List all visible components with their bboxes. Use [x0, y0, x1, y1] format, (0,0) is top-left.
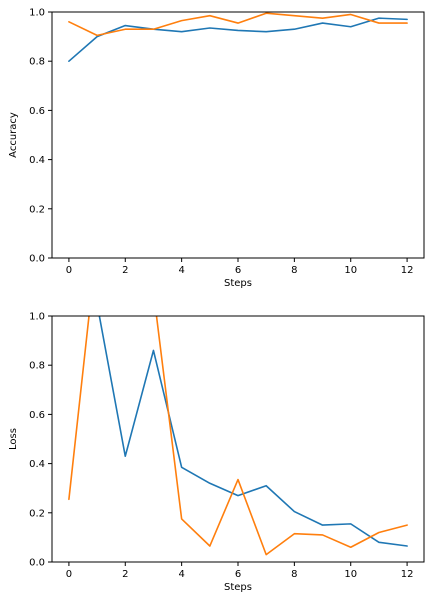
accuracy-y-tick-label: 0.4 [29, 155, 45, 166]
accuracy-x-tick-label: 10 [344, 265, 357, 276]
loss-series-line-2 [68, 316, 408, 556]
accuracy-series-line-2 [68, 12, 408, 37]
loss-series-group [68, 316, 408, 556]
accuracy-x-tick-label: 6 [235, 265, 241, 276]
accuracy-x-axis-label: Steps [224, 278, 252, 289]
loss-axes-frame [51, 315, 425, 563]
accuracy-x-tick-label: 0 [66, 265, 72, 276]
accuracy-series-group [68, 12, 408, 63]
accuracy-y-tick-label: 0.2 [29, 204, 45, 215]
loss-y-tick-label: 0.6 [29, 410, 45, 421]
loss-x-tick-label: 2 [122, 569, 128, 580]
loss-x-tick-label: 10 [344, 569, 357, 580]
loss-y-tick-label: 1.0 [29, 312, 45, 323]
loss-x-tick-label: 0 [66, 569, 72, 580]
loss-x-axis-label: Steps [224, 582, 252, 593]
loss-x-tick-label: 8 [291, 569, 297, 580]
accuracy-chart-panel: 0 2 4 6 8 10 12 0.0 0.2 0.4 0.6 0.8 1.0 Steps Accuracy [8, 8, 425, 289]
accuracy-axes-frame [51, 11, 425, 259]
loss-x-tick-label: 12 [401, 569, 414, 580]
accuracy-x-tick-label: 4 [178, 265, 184, 276]
loss-y-tick-label: 0.0 [29, 558, 45, 569]
loss-y-tick-label: 0.4 [29, 459, 45, 470]
accuracy-x-tick-label: 8 [291, 265, 297, 276]
loss-y-tick-label: 0.2 [29, 508, 45, 519]
loss-series-line-1 [98, 316, 408, 547]
accuracy-y-tick-label: 1.0 [29, 8, 45, 19]
accuracy-series-line-1 [68, 17, 408, 63]
loss-y-axis-label: Loss [8, 428, 19, 450]
accuracy-x-tick-label: 2 [122, 265, 128, 276]
loss-y-tick-label: 0.8 [29, 361, 45, 372]
accuracy-y-tick-label: 0.6 [29, 106, 45, 117]
accuracy-x-tick-label: 12 [401, 265, 414, 276]
accuracy-y-tick-label: 0.8 [29, 57, 45, 68]
accuracy-y-axis-label: Accuracy [8, 112, 19, 158]
loss-chart-panel: 0 2 4 6 8 10 12 0.0 0.2 0.4 0.6 0.8 1.0 Steps Loss [8, 312, 425, 593]
loss-x-tick-label: 4 [178, 569, 184, 580]
accuracy-y-tick-label: 0.0 [29, 254, 45, 265]
loss-x-tick-label: 6 [235, 569, 241, 580]
